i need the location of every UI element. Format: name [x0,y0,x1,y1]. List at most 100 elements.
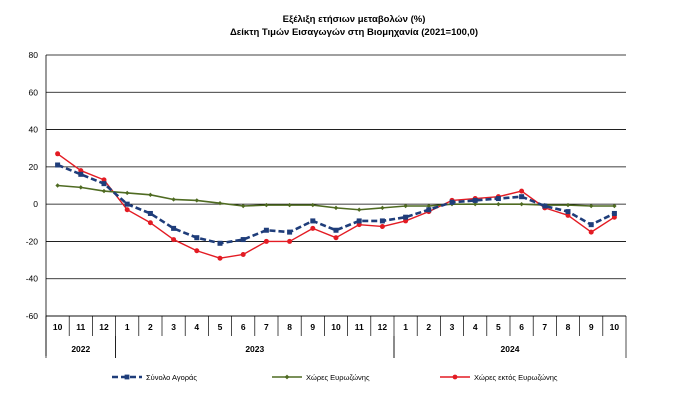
data-point [55,151,61,157]
year-label: 2023 [245,344,264,354]
data-point [333,205,339,211]
data-point [310,202,315,208]
x-tick-label: 4 [194,322,199,332]
data-point [217,201,223,206]
x-tick-label: 12 [378,322,388,332]
data-point [263,238,269,244]
data-point [147,220,153,226]
year-label: 2022 [71,344,90,354]
data-point [542,203,548,209]
data-point [194,198,199,203]
data-point [171,225,177,231]
legend-entry: Χώρες εκτός Ευρωζώνης [474,373,558,382]
legend-entry: Χώρες Ευρωζώνης [306,373,370,382]
data-point [240,237,246,243]
data-point [310,218,316,224]
year-label: 2024 [501,344,520,354]
data-point [241,203,246,209]
x-tick-label: 2 [426,322,431,332]
data-point [217,240,223,246]
data-point [426,207,432,213]
x-tick-label: 11 [76,322,85,332]
y-tick-label: -40 [26,274,39,284]
data-point [496,201,501,207]
data-point [147,210,153,216]
x-tick-label: 10 [53,322,63,332]
data-point [194,235,200,241]
y-tick-label: -60 [26,311,39,321]
data-point [473,201,478,207]
data-point [588,222,594,228]
data-point [380,205,385,211]
data-point [55,183,60,188]
y-tick-label: 60 [29,87,39,97]
data-point [612,203,617,209]
y-tick-label: -20 [26,236,39,246]
chart-title: Εξέλιξη ετήσιων μεταβολών (%) [283,14,426,25]
data-point [403,214,409,220]
x-tick-label: 6 [519,322,524,332]
data-point [263,227,269,233]
legend-entry: Σύνολο Αγοράς [146,373,197,382]
legend: Σύνολο Αγοράς Χώρες Ευρωζώνης Χώρες εκτός … [112,373,558,382]
data-point [287,229,293,235]
gridlines [46,54,626,317]
y-tick-label: 20 [29,162,39,172]
x-tick-label: 8 [287,322,292,332]
data-point [426,203,431,209]
x-tick-label: 3 [171,322,176,332]
x-tick-label: 8 [566,322,571,332]
y-tick-label: 0 [33,199,38,209]
x-tick-label: 6 [241,322,246,332]
data-point [171,237,177,243]
x-tick-label: 4 [473,322,478,332]
data-point [356,218,362,224]
data-point [565,209,571,215]
x-tick-label: 3 [450,322,455,332]
data-point [379,218,385,224]
data-point [333,227,339,233]
series-0 [55,162,617,246]
data-point [148,192,153,198]
data-point [449,199,455,205]
data-point [287,238,293,244]
data-point [240,251,246,257]
x-tick-label: 9 [310,322,315,332]
x-tick-label: 1 [125,322,130,332]
data-point [519,201,524,207]
x-tick-label: 2 [148,322,153,332]
data-point [194,248,200,254]
data-point [403,203,408,209]
data-point [125,190,130,196]
chart-subtitle: Δείκτη Τιμών Εισαγωγών στη Βιομηχανία (2… [230,27,478,38]
data-point [284,374,290,380]
data-point [519,188,525,194]
x-tick-label: 1 [403,322,408,332]
data-point [124,374,130,380]
data-point [310,225,316,231]
x-tick-label: 10 [610,322,620,332]
data-point [357,207,362,212]
y-axis: -60 -40 -20 0 20 40 60 80 [26,50,47,356]
data-point [495,196,501,202]
y-tick-label: 80 [29,50,39,60]
x-tick-label: 9 [589,322,594,332]
data-point [101,181,107,187]
data-point [264,202,269,208]
data-point [124,201,130,207]
x-tick-label: 5 [218,322,223,332]
x-tick-label: 10 [331,322,341,332]
data-point [124,207,130,213]
data-point [519,194,525,200]
series-1 [55,183,617,212]
data-point [78,185,83,190]
data-point [611,210,617,216]
x-tick-label: 7 [542,322,547,332]
x-tick-label: 5 [496,322,501,332]
data-point [565,202,571,208]
data-point [588,229,594,235]
x-tick-label: 11 [355,322,364,332]
data-point [78,171,84,177]
